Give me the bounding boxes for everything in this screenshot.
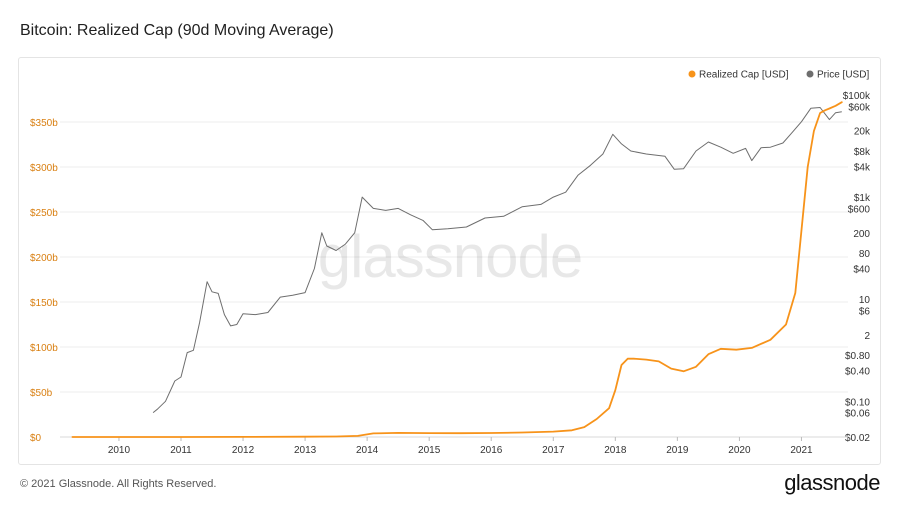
right-tick-label: $0.02 xyxy=(845,433,870,444)
x-tick-label: 2013 xyxy=(294,445,317,456)
right-tick-label: 10 xyxy=(859,295,871,306)
legend-label: Realized Cap [USD] xyxy=(699,70,789,81)
right-tick-label: $0.80 xyxy=(845,351,870,362)
right-tick-label: $0.40 xyxy=(845,367,870,378)
legend-marker xyxy=(688,70,696,78)
x-tick-label: 2021 xyxy=(790,445,813,456)
glassnode-logo: glassnode xyxy=(784,470,880,495)
realized-cap-line xyxy=(71,101,843,438)
right-tick-label: 20k xyxy=(854,127,871,138)
right-tick-label: $8k xyxy=(854,147,871,158)
right-tick-label: $100k xyxy=(843,91,871,102)
copyright-text: © 2021 Glassnode. All Rights Reserved. xyxy=(20,478,217,490)
x-axis: 2010 2011 2012 2013 2014 2015 2016 2017 2018 2019… xyxy=(60,436,848,456)
right-tick-label: $0.06 xyxy=(845,409,870,420)
x-tick-label: 2015 xyxy=(418,445,441,456)
right-tick-label: $0.10 xyxy=(845,397,870,408)
series-layer xyxy=(71,101,843,438)
left-tick-label: $150b xyxy=(30,298,58,309)
x-tick-label: 2018 xyxy=(604,445,627,456)
legend-label: Price [USD] xyxy=(817,70,869,81)
left-axis: $0 $50b $100b $150b $200b $250b $300b $350b xyxy=(30,118,58,444)
left-tick-label: $300b xyxy=(30,163,58,174)
left-tick-label: $100b xyxy=(30,343,58,354)
price-line xyxy=(152,107,842,413)
left-tick-label: $200b xyxy=(30,253,58,264)
left-tick-label: $350b xyxy=(30,118,58,129)
chart-panel xyxy=(18,57,881,465)
right-tick-label: $600 xyxy=(848,204,871,215)
right-tick-label: $40 xyxy=(853,264,870,275)
right-tick-label: 80 xyxy=(859,249,871,260)
right-tick-label: $1k xyxy=(854,193,871,204)
x-tick-label: 2012 xyxy=(232,445,255,456)
right-tick-label: $4k xyxy=(854,162,871,173)
right-tick-label: $60k xyxy=(848,102,871,113)
x-tick-label: 2020 xyxy=(728,445,751,456)
legend: Realized Cap [USD] Price [USD] xyxy=(688,70,869,81)
right-tick-label: $6 xyxy=(859,307,871,318)
chart-title: Bitcoin: Realized Cap (90d Moving Averag… xyxy=(20,22,334,39)
x-tick-label: 2010 xyxy=(108,445,131,456)
x-tick-label: 2014 xyxy=(356,445,379,456)
right-tick-label: 2 xyxy=(864,331,870,342)
x-tick-label: 2016 xyxy=(480,445,503,456)
legend-marker xyxy=(806,70,814,78)
watermark: glassnode xyxy=(318,223,583,290)
left-tick-label: $0 xyxy=(30,433,42,444)
x-tick-label: 2019 xyxy=(666,445,689,456)
right-axis: $0.02 $0.06$0.10 $0.40 $0.80 2 $610 $40 80 200 $6… xyxy=(843,91,871,444)
x-tick-label: 2011 xyxy=(170,445,192,456)
left-tick-label: $50b xyxy=(30,388,53,399)
right-tick-label: 200 xyxy=(853,229,870,240)
left-tick-label: $250b xyxy=(30,208,58,219)
x-tick-label: 2017 xyxy=(542,445,565,456)
